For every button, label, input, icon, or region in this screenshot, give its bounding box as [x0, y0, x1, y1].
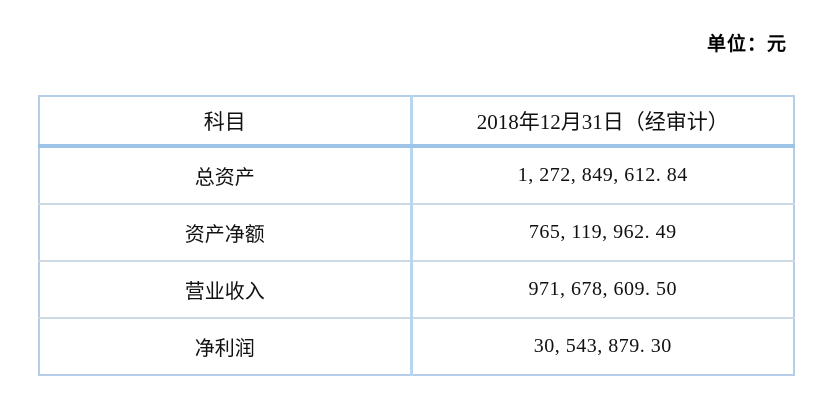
financial-summary-table: 科目 2018年12月31日（经审计） 总资产 1, 272, 849, 612… — [38, 95, 795, 376]
table-row-total-assets: 总资产 1, 272, 849, 612. 84 — [39, 146, 794, 205]
column-header-date-audited: 2018年12月31日（经审计） — [411, 96, 794, 148]
unit-label: 单位：元 — [706, 34, 787, 55]
table-row-net-assets: 资产净额 765, 119, 962. 49 — [39, 204, 794, 262]
table-row-operating-revenue: 营业收入 971, 678, 609. 50 — [39, 261, 794, 319]
subject-cell: 营业收入 — [39, 261, 413, 319]
value-cell: 1, 272, 849, 612. 84 — [411, 146, 794, 205]
table-header-row: 科目 2018年12月31日（经审计） — [39, 96, 794, 148]
subject-cell: 总资产 — [39, 146, 413, 205]
value-cell: 971, 678, 609. 50 — [411, 261, 794, 319]
value-cell: 30, 543, 879. 30 — [411, 318, 794, 375]
column-header-subject: 科目 — [39, 96, 413, 148]
table-row-net-profit: 净利润 30, 543, 879. 30 — [39, 318, 794, 375]
table-body: 总资产 1, 272, 849, 612. 84 资产净额 765, 119, … — [39, 146, 794, 375]
subject-cell: 资产净额 — [39, 204, 413, 262]
subject-cell: 净利润 — [39, 318, 413, 375]
value-cell: 765, 119, 962. 49 — [411, 204, 794, 262]
